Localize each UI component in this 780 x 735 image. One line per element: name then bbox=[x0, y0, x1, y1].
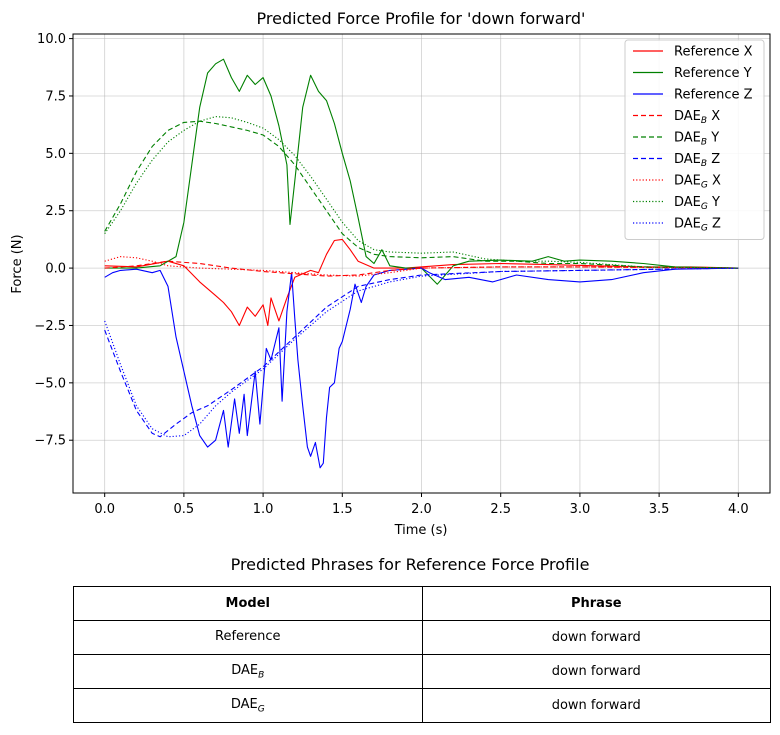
y-tick-label: 2.5 bbox=[45, 204, 66, 219]
y-tick-label: 10.0 bbox=[37, 32, 66, 47]
x-tick-label: 4.0 bbox=[728, 502, 749, 517]
chart-title: Predicted Force Profile for 'down forwar… bbox=[257, 9, 586, 28]
y-axis-label: Force (N) bbox=[10, 234, 25, 293]
y-tick-label: 7.5 bbox=[45, 89, 66, 104]
x-tick-label: 3.5 bbox=[649, 502, 670, 517]
legend-entry: DAEG X bbox=[674, 174, 721, 191]
x-tick-label: 0.5 bbox=[174, 502, 195, 517]
y-tick-label: −7.5 bbox=[34, 434, 66, 449]
legend: Reference X Reference Y Reference Z DAEB X D… bbox=[624, 39, 765, 240]
series-line bbox=[104, 238, 739, 327]
legend-entry: DAEB Y bbox=[674, 131, 719, 148]
header-model: Model bbox=[73, 586, 423, 621]
legend-entry: Reference X bbox=[674, 45, 753, 60]
x-axis-label: Time (s) bbox=[394, 523, 448, 538]
legend-box bbox=[624, 39, 765, 240]
model-cell: DAEB bbox=[73, 654, 423, 689]
y-tick-label: 5.0 bbox=[45, 147, 66, 162]
table-title: Predicted Phrases for Reference Force Pr… bbox=[230, 555, 590, 574]
model-name: DAE bbox=[230, 696, 258, 712]
phrase-cell: down forward bbox=[421, 688, 771, 723]
legend-entry: DAEG Z bbox=[674, 217, 721, 234]
model-subscript: B bbox=[258, 670, 265, 681]
model-cell: Reference bbox=[73, 620, 423, 655]
model-cell: DAEG bbox=[73, 688, 423, 723]
x-tick-label: 2.5 bbox=[490, 502, 511, 517]
y-tick-label: −5.0 bbox=[34, 376, 66, 391]
legend-entry: Reference Y bbox=[674, 66, 752, 81]
table-row: DAEB down forward bbox=[73, 654, 771, 689]
legend-entry: Reference Z bbox=[674, 88, 753, 103]
y-tick-label: −2.5 bbox=[34, 319, 66, 334]
phrase-cell: down forward bbox=[421, 620, 771, 655]
legend-entry: DAEB Z bbox=[674, 152, 720, 169]
header-phrase: Phrase bbox=[421, 586, 771, 621]
x-tick-label: 1.5 bbox=[332, 502, 353, 517]
series-line bbox=[104, 58, 739, 285]
y-tick-label: 0.0 bbox=[45, 262, 66, 277]
x-tick-label: 3.0 bbox=[570, 502, 591, 517]
phrase-cell: down forward bbox=[421, 654, 771, 689]
series-lines bbox=[104, 58, 739, 469]
table-row: Reference down forward bbox=[73, 620, 771, 655]
model-subscript: G bbox=[257, 704, 265, 715]
series-line bbox=[104, 267, 739, 438]
series-line bbox=[104, 267, 739, 469]
axis-ticks: 0.0 0.5 1.0 1.5 2.0 2.5 3.0 3.5 4.0 −7.5 −5.0 −2.5 0… bbox=[34, 32, 748, 517]
x-tick-label: 2.0 bbox=[411, 502, 432, 517]
x-tick-label: 1.0 bbox=[253, 502, 274, 517]
phrase-table: Model Phrase Reference down forward DAEB… bbox=[73, 586, 771, 723]
series-line bbox=[104, 256, 739, 277]
series-line bbox=[104, 260, 739, 277]
table-row: DAEG down forward bbox=[73, 688, 771, 723]
legend-entry: DAEG Y bbox=[674, 195, 720, 212]
model-name: Reference bbox=[215, 628, 281, 644]
series-line bbox=[104, 267, 739, 438]
series-line bbox=[104, 120, 739, 269]
legend-entry: DAEB X bbox=[674, 109, 720, 126]
model-name: DAE bbox=[231, 662, 259, 678]
table-header-row: Model Phrase bbox=[73, 586, 771, 621]
x-tick-label: 0.0 bbox=[94, 502, 115, 517]
